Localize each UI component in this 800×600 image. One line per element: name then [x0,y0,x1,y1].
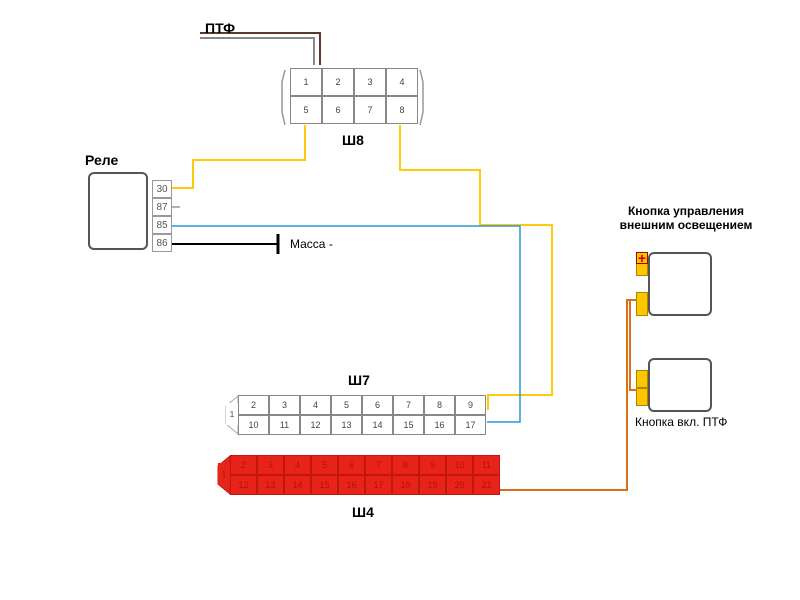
light-button-tab-bot [636,292,648,316]
ptf-label: ПТФ [205,20,235,36]
sh7-pin-15: 15 [393,415,424,435]
sh4-pin-5: 5 [311,455,338,475]
sh4-label: Ш4 [352,504,374,520]
sh7-pin-2: 2 [238,395,269,415]
sh7-pin-6: 6 [362,395,393,415]
mass-label: Масса - [290,237,333,251]
relay-body [88,172,148,250]
sh7-pin-11: 11 [269,415,300,435]
sh7-pin-1: 1 [226,403,238,425]
sh8-pin-8: 8 [386,96,418,124]
relay-pin-85: 85 [152,216,172,234]
ptf-switch-button [648,358,712,412]
ptf-button-tab-top [636,370,648,388]
sh4-pin-7: 7 [365,455,392,475]
sh7-pin-3: 3 [269,395,300,415]
sh7-pin-12: 12 [300,415,331,435]
sh7-pin-4: 4 [300,395,331,415]
sh4-pin-15: 15 [311,475,338,495]
sh7-pin-5: 5 [331,395,362,415]
sh4-pin-3: 3 [257,455,284,475]
relay-pin-86: 86 [152,234,172,252]
sh4-pin-4: 4 [284,455,311,475]
sh4-pin-2: 2 [230,455,257,475]
sh8-pin-5: 5 [290,96,322,124]
sh7-label: Ш7 [348,372,370,388]
sh4-pin-19: 19 [419,475,446,495]
sh8-label: Ш8 [342,132,364,148]
light-control-button [648,252,712,316]
relay-label: Реле [85,152,118,168]
sh4-pin-12: 12 [230,475,257,495]
sh4-pin-11: 11 [473,455,500,475]
sh7-pin-13: 13 [331,415,362,435]
sh7-pin-8: 8 [424,395,455,415]
sh4-pin-9: 9 [419,455,446,475]
light-button-plus: + [636,252,648,264]
sh4-pin-10: 10 [446,455,473,475]
sh7-pin-9: 9 [455,395,486,415]
ptf-button-tab-bot [636,388,648,406]
sh4-pin-6: 6 [338,455,365,475]
sh4-pin-21: 21 [473,475,500,495]
sh7-pin-16: 16 [424,415,455,435]
sh4-pin-18: 18 [392,475,419,495]
sh4-pin-8: 8 [392,455,419,475]
sh7-pin-17: 17 [455,415,486,435]
relay-pin-87: 87 [152,198,172,216]
sh7-pin-7: 7 [393,395,424,415]
sh4-pin-14: 14 [284,475,311,495]
sh7-pin-10: 10 [238,415,269,435]
sh8-pin-1: 1 [290,68,322,96]
sh4-pin-17: 17 [365,475,392,495]
sh7-pin-14: 14 [362,415,393,435]
sh8-pin-3: 3 [354,68,386,96]
sh4-pin-16: 16 [338,475,365,495]
sh8-pin-2: 2 [322,68,354,96]
sh8-pin-4: 4 [386,68,418,96]
ptf-button-label: Кнопка вкл. ПТФ [635,415,727,429]
sh8-pin-7: 7 [354,96,386,124]
sh8-pin-6: 6 [322,96,354,124]
sh4-pin-20: 20 [446,475,473,495]
relay-pin-30: 30 [152,180,172,198]
sh4-pin-1: 1 [218,463,230,485]
sh4-pin-13: 13 [257,475,284,495]
control-button-title: Кнопка управления внешним освещением [616,204,756,232]
